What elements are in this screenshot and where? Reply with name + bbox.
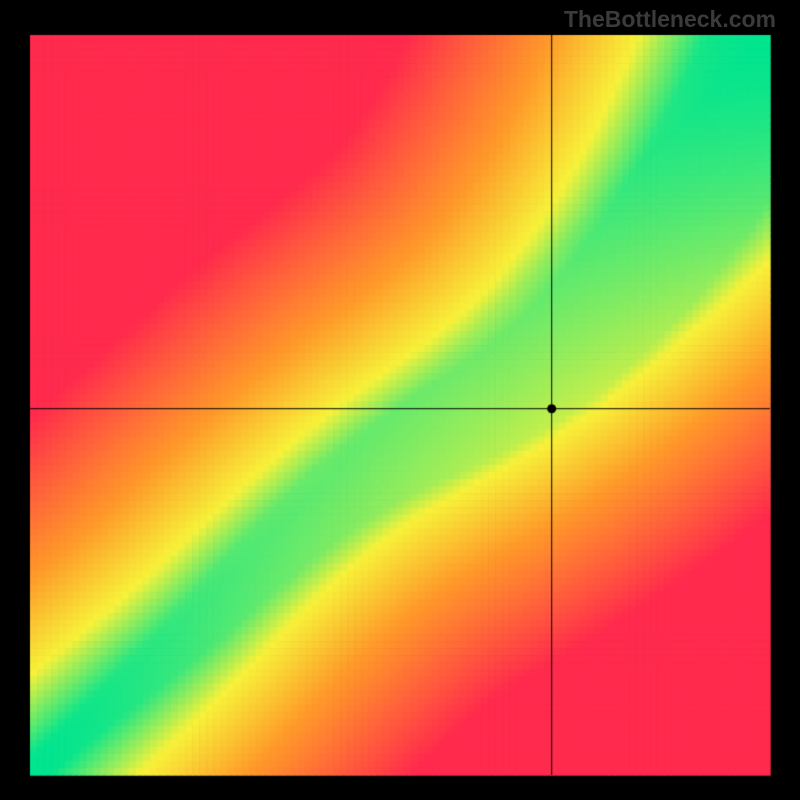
bottleneck-heatmap [0, 0, 800, 800]
chart-container: TheBottleneck.com [0, 0, 800, 800]
watermark-text: TheBottleneck.com [564, 6, 776, 33]
